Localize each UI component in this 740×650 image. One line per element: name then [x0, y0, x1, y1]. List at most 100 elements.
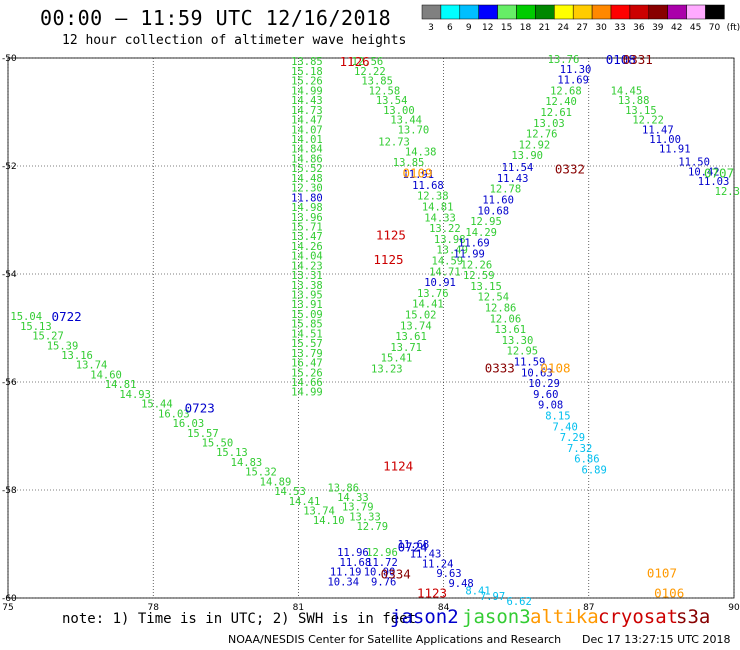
colorbar-swatch — [421, 4, 442, 20]
wave-height-value: 15.13 — [216, 447, 248, 459]
wave-height-value: 7.40 — [553, 421, 578, 433]
wave-height-value: 15.26 — [291, 367, 323, 379]
wave-height-value: 14.93 — [119, 389, 151, 401]
wave-height-value: 15.50 — [202, 437, 234, 449]
colorbar-swatch — [610, 4, 631, 20]
wave-height-value: 11.69 — [557, 75, 589, 87]
wave-height-value: 13.22 — [429, 223, 461, 235]
colorbar-label: 3 — [428, 23, 434, 33]
wave-height-value: 13.85 — [361, 76, 393, 88]
wave-height-value: 14.23 — [291, 260, 323, 272]
wave-height-value: 14.33 — [337, 492, 369, 504]
wave-height-value: 11.91 — [402, 169, 434, 181]
colorbar-swatch — [478, 4, 498, 20]
wave-height-value: 12.38 — [417, 191, 449, 203]
wave-height-value: 15.02 — [405, 310, 437, 322]
wave-height-value: 14.53 — [274, 486, 306, 498]
wave-height-value: 6.62 — [507, 596, 532, 608]
wave-height-value: 9.60 — [533, 389, 558, 401]
pass-label: 0723 — [185, 400, 215, 415]
colorbar-swatch — [516, 4, 536, 20]
pass-label: 0108 — [606, 52, 636, 67]
wave-height-value: 12.54 — [477, 292, 509, 304]
wave-height-value: 8.41 — [465, 585, 490, 597]
pass-label: 0331 — [623, 52, 653, 67]
pass-label: 0106 — [654, 586, 684, 601]
pass-label: 1125 — [376, 228, 406, 243]
wave-height-value: 12.06 — [490, 313, 522, 325]
colorbar-swatch — [572, 4, 593, 20]
colorbar-swatch — [667, 4, 687, 20]
colorbar-swatch — [648, 4, 668, 20]
x-tick-label: 78 — [147, 603, 159, 613]
pass-label: 0724 — [398, 540, 428, 555]
wave-height-value: 13.16 — [61, 350, 93, 362]
wave-height-value: 12.31 — [715, 186, 740, 198]
wave-height-value: 11.68 — [412, 180, 444, 192]
wave-height-value: 10.29 — [528, 378, 560, 390]
wave-height-value: 11.30 — [560, 64, 592, 76]
colorbar-swatch — [554, 4, 574, 20]
colorbar-swatch — [629, 4, 650, 20]
wave-height-value: 13.98 — [434, 234, 466, 246]
colorbar-swatch — [705, 4, 725, 20]
wave-height-value: 14.81 — [105, 379, 137, 391]
wave-height-value: 9.76 — [371, 576, 396, 588]
wave-height-value: 13.71 — [390, 342, 422, 354]
wave-height-value: 12.56 — [352, 56, 384, 68]
wave-height-value: 13.85 — [291, 56, 323, 68]
wave-height-value: 12.40 — [545, 96, 577, 108]
wave-height-value: 13.95 — [291, 290, 323, 302]
y-tick-label: -50 — [2, 54, 17, 64]
wave-height-value: 10.34 — [327, 576, 359, 588]
wave-height-value: 13.91 — [291, 299, 323, 311]
wave-height-value: 14.89 — [260, 476, 292, 488]
wave-height-value: 13.49 — [436, 245, 468, 257]
wave-height-value: 8.15 — [545, 410, 570, 422]
wave-height-value: 15.18 — [291, 66, 323, 78]
wave-height-value: 6.89 — [582, 464, 607, 476]
wave-height-value: 13.61 — [494, 324, 526, 336]
colorbar-label: 30 — [595, 23, 607, 33]
y-tick-label: -58 — [2, 486, 17, 496]
wave-height-value: 14.04 — [291, 251, 323, 263]
wave-height-value: 12.22 — [632, 115, 664, 127]
y-tick-label: -60 — [2, 594, 17, 604]
wave-height-value: 14.47 — [291, 115, 323, 127]
wave-height-value: 15.57 — [291, 338, 323, 350]
wave-height-value: 16.03 — [158, 408, 190, 420]
wave-height-value: 14.83 — [231, 457, 263, 469]
wave-height-value: 12.26 — [461, 259, 493, 271]
legend-altika: altika — [530, 606, 599, 628]
colorbar-label: 42 — [671, 23, 682, 33]
colorbar-swatch — [535, 4, 555, 20]
wave-height-value: 13.47 — [291, 231, 323, 243]
wave-height-value: 13.74 — [303, 506, 335, 518]
x-tick-label: 81 — [293, 603, 304, 613]
wave-height-value: 13.31 — [291, 270, 323, 282]
wave-height-value: 15.71 — [291, 221, 323, 233]
wave-height-value: 13.03 — [533, 118, 565, 130]
wave-height-value: 7.29 — [560, 432, 585, 444]
wave-height-value: 14.41 — [412, 299, 444, 311]
pass-label: 0707 — [704, 165, 734, 180]
wave-height-value: 11.80 — [291, 192, 323, 204]
colorbar-label: 9 — [466, 23, 472, 33]
pass-label: 0333 — [485, 360, 515, 375]
colorbar-label: 15 — [501, 23, 512, 33]
wave-height-value: 16.03 — [173, 418, 205, 430]
wave-height-value: 12.79 — [356, 521, 388, 533]
timestamp: Dec 17 13:27:15 UTC 2018 — [582, 633, 731, 646]
colorbar-label: 33 — [614, 23, 625, 33]
wave-height-value: 12.86 — [485, 302, 517, 314]
colorbar-label: 70 — [709, 23, 721, 33]
colorbar-label: 27 — [576, 23, 587, 33]
pass-label: 1123 — [417, 586, 447, 601]
wave-height-value: 14.66 — [291, 377, 323, 389]
footer-note: note: 1) Time is in UTC; 2) SWH is in fe… — [62, 611, 417, 627]
wave-height-value: 10.42 — [688, 166, 720, 178]
y-tick-label: -54 — [2, 270, 17, 280]
wave-height-value: 11.91 — [659, 144, 691, 156]
colorbar-label: 6 — [447, 23, 453, 33]
